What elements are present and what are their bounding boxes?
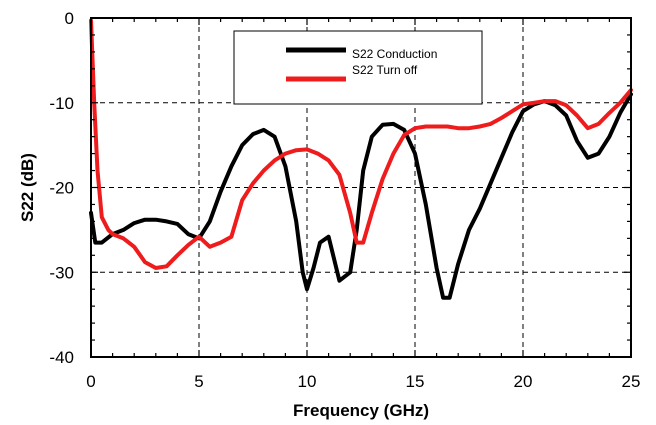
tick-marks bbox=[90, 17, 632, 358]
y-tick-label-30: -30 bbox=[49, 263, 74, 282]
tick-labels: 0 5 10 15 20 25 0 -10 -20 -30 -40 bbox=[49, 9, 640, 391]
legend-box bbox=[233, 30, 483, 105]
y-tick-label-40: -40 bbox=[49, 348, 74, 367]
series-line-turn-off bbox=[89, 18, 633, 270]
y-tick-label-10: -10 bbox=[49, 94, 74, 113]
x-tick-label-5: 5 bbox=[194, 372, 203, 391]
series-line-conduction bbox=[89, 92, 633, 300]
y-tick-label-20: -20 bbox=[49, 179, 74, 198]
legend: S22 Conduction S22 Turn off bbox=[233, 30, 483, 105]
y-axis-title: S22 (dB) bbox=[18, 153, 37, 222]
x-tick-label-0: 0 bbox=[86, 372, 95, 391]
x-axis-title: Frequency (GHz) bbox=[293, 401, 429, 420]
legend-label-turn-off: S22 Turn off bbox=[352, 63, 418, 77]
x-tick-label-15: 15 bbox=[406, 372, 425, 391]
y-tick-label-0: 0 bbox=[65, 9, 74, 28]
x-tick-label-10: 10 bbox=[298, 372, 317, 391]
series-lines bbox=[89, 18, 633, 300]
x-tick-label-25: 25 bbox=[622, 372, 641, 391]
legend-label-conduction: S22 Conduction bbox=[352, 47, 437, 61]
x-tick-label-20: 20 bbox=[514, 372, 533, 391]
